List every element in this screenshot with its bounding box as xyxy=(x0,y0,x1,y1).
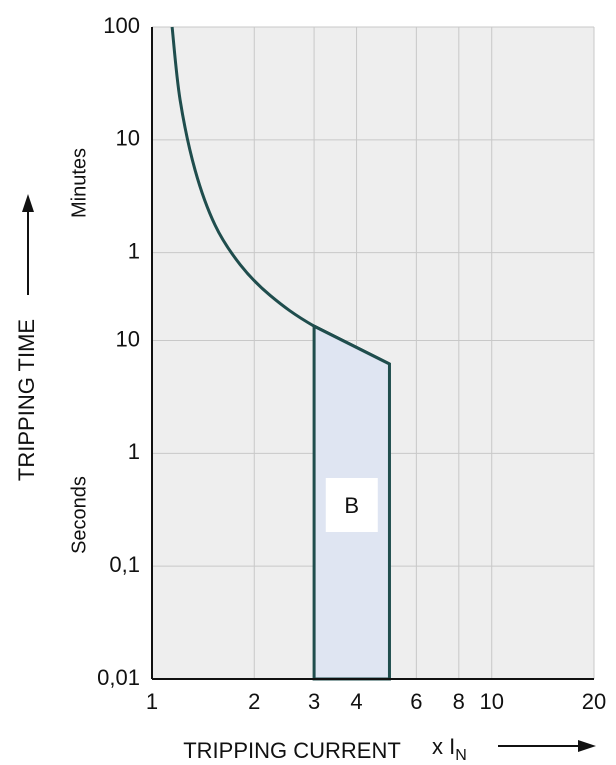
x-tick-label: 6 xyxy=(410,689,422,714)
y-tick-label: 0,1 xyxy=(109,552,140,577)
y-tick-label: 1 xyxy=(128,238,140,263)
y-tick-label: 0,01 xyxy=(97,665,140,690)
x-unit-sub: N xyxy=(455,747,467,764)
band-label-bg xyxy=(325,478,378,532)
minutes-label: Minutes xyxy=(68,148,90,218)
x-axis-label: TRIPPING CURRENT xyxy=(183,738,401,763)
x-tick-label: 1 xyxy=(146,689,158,714)
seconds-label: Seconds xyxy=(68,476,90,554)
curve xyxy=(170,26,391,366)
band-label: B xyxy=(344,493,359,518)
x-tick-label: 8 xyxy=(453,689,465,714)
x-tick-label: 2 xyxy=(248,689,260,714)
x-tick-label: 20 xyxy=(582,689,606,714)
y-arrow-head xyxy=(22,194,34,212)
x-tick-label: 3 xyxy=(308,689,320,714)
y-tick-label: 1 xyxy=(128,439,140,464)
x-unit: x IN xyxy=(432,734,467,764)
y-axis-label: TRIPPING TIME xyxy=(14,319,39,481)
x-tick-label: 10 xyxy=(479,689,503,714)
x-unit-main: x I xyxy=(432,734,455,759)
x-arrow-head xyxy=(578,740,596,752)
y-tick-label: 10 xyxy=(116,326,140,351)
y-tick-label: 100 xyxy=(103,13,140,38)
x-tick-label: 4 xyxy=(350,689,362,714)
y-tick-label: 10 xyxy=(116,126,140,151)
